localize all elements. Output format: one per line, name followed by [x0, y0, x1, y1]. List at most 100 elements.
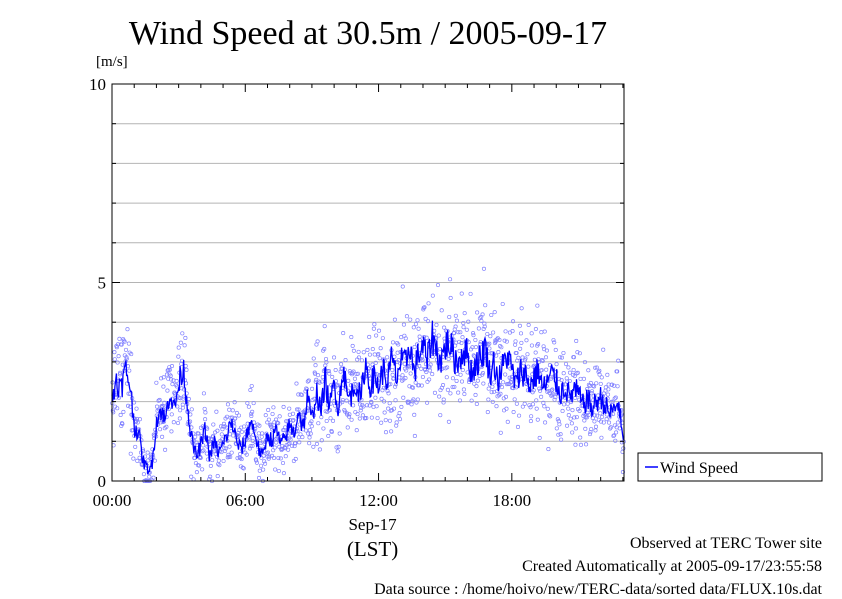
- observation-point: [389, 429, 394, 434]
- observation-point: [571, 367, 576, 373]
- observation-point: [220, 427, 225, 432]
- observation-point: [263, 413, 268, 418]
- observation-point: [490, 399, 495, 404]
- observation-point: [263, 461, 268, 466]
- observation-point: [164, 424, 169, 429]
- observation-point: [390, 340, 396, 345]
- observation-point: [371, 326, 376, 331]
- observation-point: [203, 410, 208, 415]
- observation-point: [400, 373, 405, 378]
- observation-point: [329, 429, 334, 435]
- observation-point: [599, 375, 604, 380]
- observation-point: [345, 425, 350, 430]
- observation-point: [436, 333, 441, 338]
- observation-point: [511, 410, 516, 415]
- observation-point: [605, 392, 611, 397]
- observation-point: [570, 430, 575, 435]
- observation-point: [422, 305, 427, 310]
- observation-point: [281, 404, 286, 409]
- observation-point: [202, 406, 207, 411]
- observation-point: [434, 322, 439, 327]
- observation-point: [482, 321, 487, 326]
- observation-point: [276, 421, 281, 426]
- observation-point: [593, 365, 598, 370]
- observation-point: [423, 367, 428, 372]
- observation-point: [386, 391, 391, 396]
- observation-point: [337, 431, 342, 436]
- observation-point: [311, 356, 316, 361]
- observation-point: [380, 336, 385, 341]
- observation-point: [392, 354, 397, 359]
- y-tick-label: 5: [98, 274, 107, 293]
- observation-point: [225, 402, 230, 407]
- observation-point: [124, 356, 129, 361]
- observation-point: [397, 411, 402, 416]
- observation-point: [406, 399, 411, 404]
- observation-point: [425, 319, 431, 324]
- observation-point: [490, 384, 495, 389]
- observation-point: [171, 420, 176, 425]
- observation-point: [517, 323, 522, 328]
- observation-point: [462, 311, 467, 316]
- observation-point: [601, 347, 606, 352]
- observation-point: [494, 337, 499, 342]
- observation-point: [296, 407, 301, 412]
- observation-point: [556, 432, 561, 437]
- observation-point: [578, 435, 583, 440]
- observation-point: [122, 339, 127, 344]
- observation-point: [536, 357, 541, 362]
- observation-point: [503, 394, 509, 399]
- observation-point: [567, 378, 572, 384]
- observation-point: [453, 313, 458, 318]
- observation-point: [115, 406, 120, 411]
- observation-point: [309, 419, 314, 424]
- observation-point: [535, 303, 540, 308]
- observation-point: [496, 350, 501, 355]
- observation-point: [270, 411, 275, 417]
- observation-point: [123, 347, 129, 352]
- observation-point: [153, 427, 158, 432]
- observation-point: [575, 350, 580, 355]
- observation-point: [473, 337, 478, 343]
- observation-point: [356, 355, 362, 360]
- observation-point: [420, 374, 425, 380]
- observation-point: [552, 397, 557, 402]
- observation-point: [592, 384, 597, 389]
- observation-point: [346, 414, 352, 419]
- observation-point: [419, 383, 424, 388]
- observation-point: [606, 387, 611, 392]
- observation-point: [118, 412, 123, 417]
- observation-point: [257, 468, 262, 473]
- observation-point: [578, 442, 583, 447]
- observation-point: [502, 338, 507, 343]
- observation-point: [621, 446, 626, 451]
- observation-point: [586, 382, 591, 387]
- observation-point: [539, 330, 544, 335]
- observation-point: [280, 460, 286, 466]
- observation-point: [445, 387, 450, 392]
- observation-point: [546, 447, 551, 452]
- observation-point: [547, 413, 552, 418]
- observation-point: [540, 359, 545, 364]
- observation-point: [559, 355, 564, 360]
- observation-point: [542, 329, 547, 334]
- observation-point: [291, 418, 296, 423]
- observation-point: [198, 455, 203, 460]
- observation-point: [226, 454, 231, 459]
- observation-point: [448, 391, 453, 396]
- observation-point: [457, 339, 462, 344]
- observation-point: [365, 347, 370, 352]
- observation-point: [487, 346, 492, 351]
- observation-point: [550, 391, 555, 396]
- observation-point: [522, 401, 527, 406]
- observation-point: [532, 357, 537, 362]
- observation-point: [412, 344, 417, 350]
- observation-point: [417, 363, 422, 368]
- observation-point: [387, 401, 392, 406]
- observation-point: [611, 433, 616, 439]
- observation-point: [471, 331, 476, 336]
- observation-point: [355, 412, 360, 417]
- observation-point: [163, 447, 168, 452]
- observation-point: [246, 404, 251, 409]
- observation-point: [236, 413, 241, 418]
